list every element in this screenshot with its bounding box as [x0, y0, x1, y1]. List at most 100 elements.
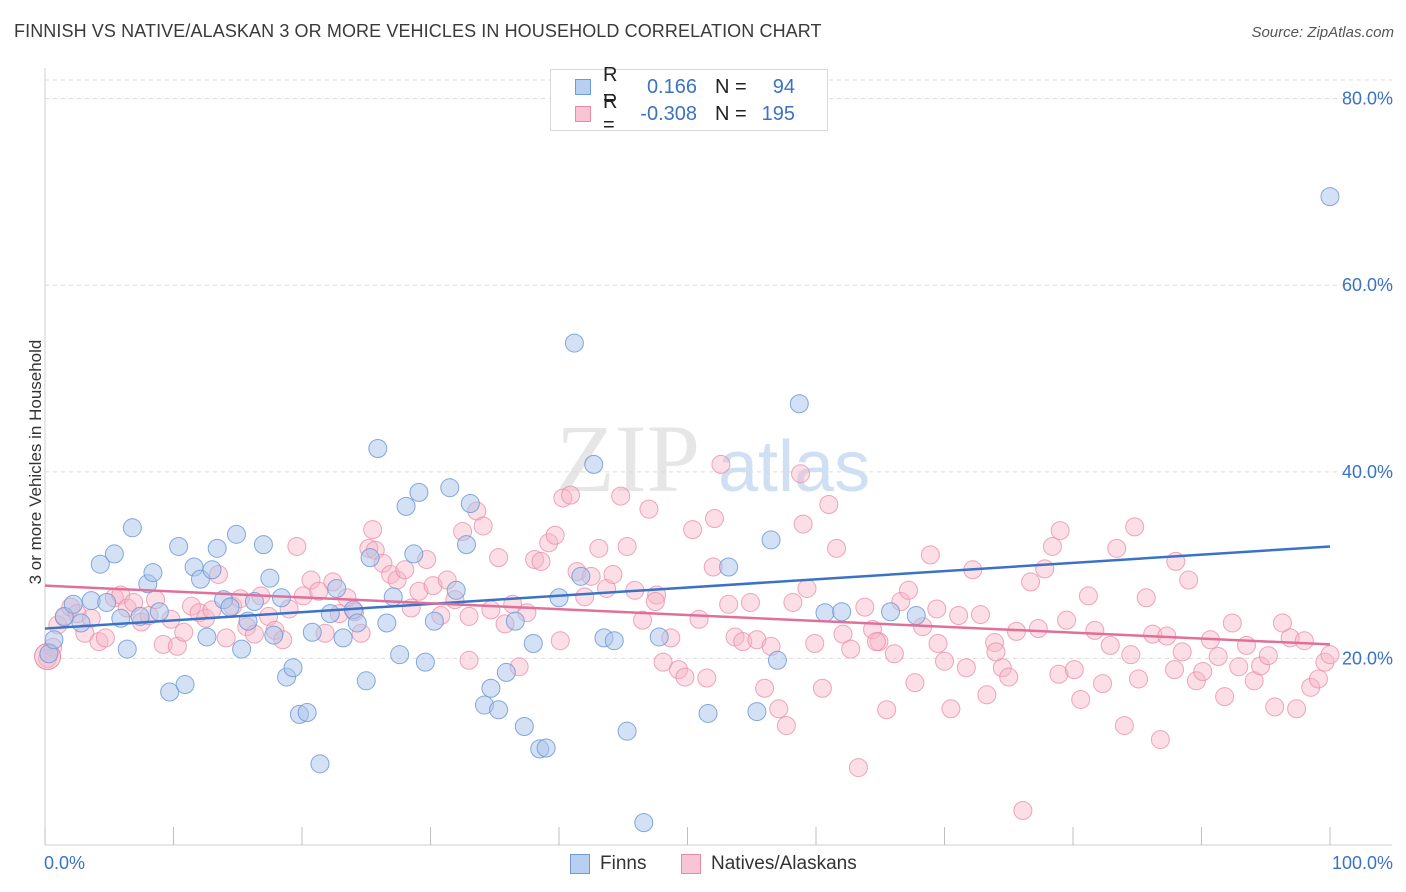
- legend-item-natives[interactable]: Natives/Alaskans: [681, 853, 857, 875]
- legend-finns-label: Finns: [600, 853, 647, 874]
- finns-swatch: [570, 854, 590, 874]
- natives-point: [473, 516, 493, 536]
- natives-point: [986, 642, 1006, 662]
- natives-point: [489, 548, 509, 568]
- natives-point: [689, 609, 709, 629]
- natives-trend-line: [44, 584, 1331, 646]
- finns-point: [71, 613, 91, 633]
- natives-point: [1215, 687, 1235, 707]
- natives-point: [1021, 572, 1041, 592]
- finns-point: [409, 482, 429, 502]
- natives-point: [920, 545, 940, 565]
- finns-point: [456, 535, 476, 555]
- finns-point: [302, 622, 322, 642]
- natives-point: [1229, 657, 1249, 677]
- natives-point: [639, 499, 659, 519]
- finns-point: [649, 627, 669, 647]
- finns-point: [440, 478, 460, 498]
- natives-point: [905, 673, 925, 693]
- finns-point: [549, 588, 569, 608]
- natives-point: [1093, 674, 1113, 694]
- natives-point: [675, 667, 695, 687]
- finns-point: [207, 538, 227, 558]
- finns-point: [160, 682, 180, 702]
- natives-point: [395, 560, 415, 580]
- finns-point: [404, 544, 424, 564]
- natives-point: [1049, 664, 1069, 684]
- natives-point: [1042, 536, 1062, 556]
- natives-point: [1236, 635, 1256, 655]
- finns-point: [906, 606, 926, 625]
- natives-point: [95, 628, 115, 648]
- natives-point: [841, 639, 861, 659]
- finns-point: [747, 702, 767, 722]
- natives-point: [1179, 570, 1199, 590]
- finns-point: [767, 650, 787, 670]
- natives-point: [855, 597, 875, 617]
- finns-point: [815, 603, 835, 623]
- natives-point: [819, 494, 839, 514]
- x-tick-label: 0.0%: [44, 853, 85, 873]
- natives-point: [833, 624, 853, 644]
- natives-point: [793, 514, 813, 534]
- y-tick-label: 60.0%: [1342, 275, 1393, 295]
- finns-swatch: [575, 79, 591, 95]
- natives-point: [797, 578, 817, 598]
- natives-point: [1035, 559, 1055, 579]
- finns-point: [130, 606, 150, 626]
- natives-point: [645, 592, 665, 612]
- natives-point: [1193, 661, 1213, 681]
- natives-point: [711, 454, 731, 474]
- natives-point: [1107, 538, 1127, 558]
- natives-point: [747, 630, 767, 650]
- natives-point: [1308, 669, 1328, 689]
- finns-point: [460, 494, 480, 514]
- natives-point: [1085, 620, 1105, 640]
- natives-point: [1287, 699, 1307, 719]
- natives-point: [783, 592, 803, 612]
- natives-point: [1013, 800, 1033, 820]
- finns-point: [617, 721, 637, 741]
- natives-point: [409, 581, 429, 601]
- finns-point: [97, 592, 117, 612]
- finns-point: [333, 628, 353, 648]
- source-credit: Source: ZipAtlas.com: [1251, 24, 1394, 41]
- natives-point: [181, 596, 201, 616]
- natives-point: [755, 678, 775, 698]
- natives-point: [603, 564, 623, 584]
- finns-point: [415, 652, 435, 672]
- natives-point: [459, 650, 479, 670]
- finns-point: [719, 557, 739, 577]
- natives-point: [805, 633, 825, 653]
- natives-point: [259, 606, 279, 626]
- legend-finns-r: 0.166: [646, 75, 697, 98]
- natives-point: [776, 716, 796, 736]
- natives-point: [216, 628, 236, 648]
- natives-point: [970, 605, 990, 625]
- finns-point: [347, 613, 367, 633]
- finns-point: [514, 717, 534, 737]
- finns-point: [634, 813, 654, 833]
- natives-point: [553, 488, 573, 508]
- natives-point: [589, 538, 609, 558]
- legend-item-finns[interactable]: Finns: [570, 853, 646, 875]
- finns-series: [39, 187, 1340, 833]
- natives-point: [525, 550, 545, 570]
- natives-point: [545, 525, 565, 545]
- natives-point: [363, 520, 383, 540]
- series-legend: Finns Natives/Alaskans: [0, 853, 1406, 877]
- natives-point: [617, 536, 637, 556]
- finns-point: [390, 645, 410, 665]
- finns-point: [789, 394, 809, 414]
- natives-point: [733, 632, 753, 652]
- natives-point: [791, 464, 811, 484]
- y-tick-label: 20.0%: [1342, 648, 1393, 668]
- natives-point: [89, 632, 109, 652]
- finns-point: [175, 675, 195, 695]
- natives-point: [1165, 660, 1185, 680]
- natives-point: [999, 667, 1019, 687]
- finns-point: [90, 554, 110, 574]
- natives-point: [1114, 716, 1134, 736]
- finns-point: [832, 602, 852, 622]
- finns-point: [881, 602, 901, 622]
